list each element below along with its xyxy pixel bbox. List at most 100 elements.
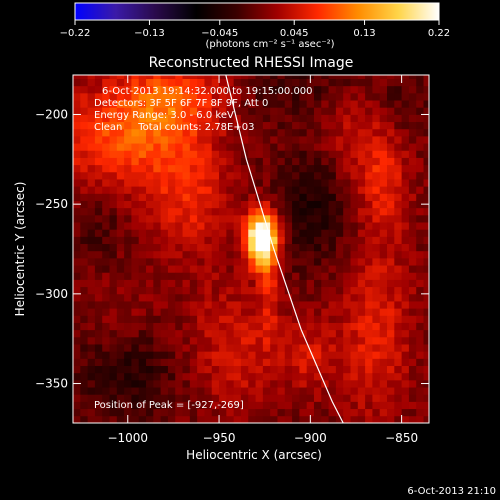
heatmap-cell: [226, 279, 235, 288]
heatmap-cell: [394, 250, 403, 259]
heatmap-cell: [379, 75, 388, 79]
heatmap-cell: [197, 293, 205, 302]
heatmap-cell: [321, 85, 329, 94]
heatmap-cell: [343, 222, 351, 230]
heatmap-cell: [262, 207, 271, 216]
heatmap-cell: [262, 308, 271, 316]
x-tick-label: −850: [385, 431, 418, 445]
heatmap-cell: [197, 286, 205, 295]
heatmap-cell: [131, 286, 140, 295]
heatmap-cell: [321, 157, 329, 166]
heatmap-cell: [175, 157, 183, 166]
heatmap-cell: [197, 408, 205, 417]
heatmap-cell: [277, 135, 286, 144]
heatmap-cell: [146, 92, 154, 101]
heatmap-cell: [233, 408, 242, 417]
heatmap-cell: [146, 75, 154, 79]
heatmap-cell: [153, 265, 162, 273]
heatmap-cell: [248, 78, 256, 87]
heatmap-cell: [94, 92, 103, 101]
heatmap-cell: [189, 135, 198, 144]
heatmap-cell: [197, 272, 205, 280]
heatmap-cell: [321, 329, 329, 338]
heatmap-cell: [270, 236, 278, 245]
heatmap-cell: [270, 336, 278, 345]
heatmap-cell: [350, 107, 359, 115]
heatmap-cell: [292, 236, 300, 245]
heatmap-cell: [211, 387, 220, 395]
heatmap-cell: [277, 301, 286, 309]
heatmap-cell: [116, 236, 125, 245]
heatmap-cell: [321, 179, 329, 187]
heatmap-cell: [387, 186, 395, 194]
heatmap-cell: [262, 75, 271, 79]
heatmap-cell: [131, 78, 140, 87]
heatmap-cell: [182, 186, 191, 194]
heatmap-cell: [379, 279, 388, 288]
heatmap-cell: [226, 150, 235, 158]
heatmap-cell: [357, 114, 366, 123]
heatmap-cell: [167, 171, 176, 180]
heatmap-cell: [160, 78, 169, 87]
heatmap-cell: [189, 179, 198, 187]
heatmap-cell: [313, 415, 322, 423]
heatmap-cell: [299, 265, 308, 273]
heatmap-cell: [167, 329, 176, 338]
heatmap-cell: [94, 78, 103, 87]
heatmap-cell: [109, 344, 118, 352]
heatmap-cell: [124, 265, 132, 273]
heatmap-cell: [226, 200, 235, 209]
heatmap-cell: [226, 179, 235, 187]
heatmap-cell: [146, 265, 154, 273]
heatmap-cell: [284, 379, 293, 388]
heatmap-cell: [102, 164, 110, 173]
heatmap-cell: [313, 308, 322, 316]
heatmap-cell: [321, 415, 329, 423]
heatmap-cell: [138, 114, 147, 123]
heatmap-cell: [255, 365, 264, 374]
heatmap-cell: [204, 121, 213, 130]
heatmap-cell: [270, 207, 278, 216]
heatmap-cell: [306, 157, 315, 166]
heatmap-cell: [313, 214, 322, 223]
heatmap-cell: [313, 222, 322, 230]
heatmap-cell: [408, 135, 417, 144]
heatmap-cell: [372, 171, 381, 180]
heatmap-cell: [153, 372, 162, 381]
heatmap-cell: [343, 200, 351, 209]
heatmap-cell: [109, 243, 118, 252]
heatmap-cell: [197, 157, 205, 166]
heatmap-cell: [204, 207, 213, 216]
heatmap-cell: [219, 272, 227, 280]
heatmap-cell: [80, 222, 88, 230]
heatmap-cell: [146, 143, 154, 151]
heatmap-cell: [335, 243, 344, 252]
heatmap-cell: [197, 322, 205, 331]
heatmap-cell: [226, 358, 235, 366]
heatmap-cell: [350, 358, 359, 366]
heatmap-cell: [321, 200, 329, 209]
heatmap-cell: [343, 78, 351, 87]
heatmap-cell: [313, 200, 322, 209]
heatmap-cell: [313, 315, 322, 323]
heatmap-cell: [102, 214, 110, 223]
heatmap-cell: [189, 336, 198, 345]
heatmap-cell: [175, 250, 183, 259]
heatmap-cell: [321, 150, 329, 158]
heatmap-cell: [394, 207, 403, 216]
heatmap-cell: [365, 135, 373, 144]
heatmap-cell: [328, 222, 337, 230]
heatmap-cell: [153, 85, 162, 94]
heatmap-cell: [248, 279, 256, 288]
heatmap-cell: [226, 408, 235, 417]
heatmap-cell: [357, 207, 366, 216]
heatmap-cell: [197, 186, 205, 194]
heatmap-cell: [109, 200, 118, 209]
heatmap-cell: [372, 257, 381, 266]
heatmap-cell: [146, 214, 154, 223]
heatmap-cell: [204, 135, 213, 144]
heatmap-cell: [167, 114, 176, 123]
heatmap-cell: [357, 329, 366, 338]
heatmap-cell: [270, 250, 278, 259]
heatmap-cell: [387, 179, 395, 187]
